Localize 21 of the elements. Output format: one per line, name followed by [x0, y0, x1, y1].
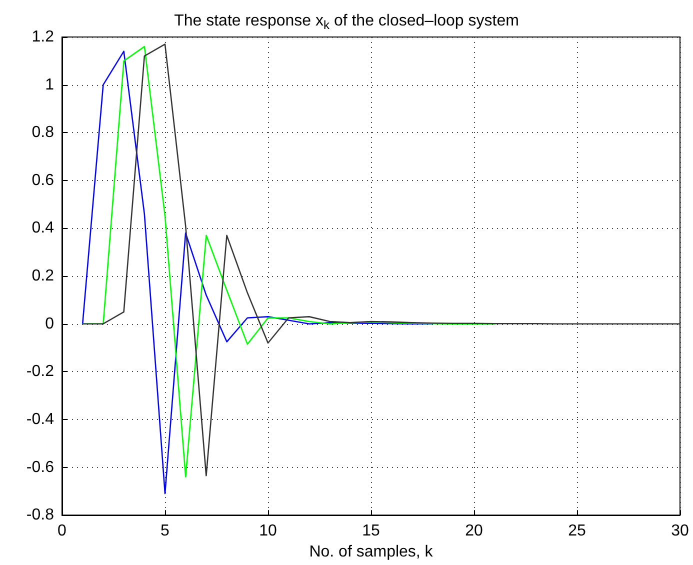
y-tick-label: 1 — [45, 76, 54, 94]
line-series — [82, 50, 434, 494]
x-tick-label: 30 — [671, 522, 689, 540]
y-tick-label: 0.6 — [32, 172, 54, 189]
y-tick-label: 0.4 — [32, 220, 54, 237]
y-tick-label: -0.8 — [26, 506, 54, 524]
x-tick-label: 15 — [362, 522, 380, 540]
x-tick-label: 10 — [259, 522, 277, 540]
x-tick-label: 20 — [465, 522, 483, 540]
line-series — [82, 44, 681, 476]
y-tick-label: 0.2 — [32, 268, 54, 285]
x-axis-title: No. of samples, k — [309, 544, 434, 560]
x-tick-label: 5 — [160, 522, 170, 540]
y-tick-label: 1.2 — [32, 28, 54, 46]
y-tick-label: -0.6 — [26, 458, 54, 476]
x-tick-label: 25 — [568, 522, 586, 540]
y-tick-label: 0.8 — [32, 124, 54, 142]
x-tick-label: 0 — [58, 522, 67, 540]
y-tick-label: -0.2 — [26, 363, 54, 380]
y-tick-label: -0.4 — [26, 410, 54, 428]
y-tick-label: 0 — [45, 315, 54, 332]
